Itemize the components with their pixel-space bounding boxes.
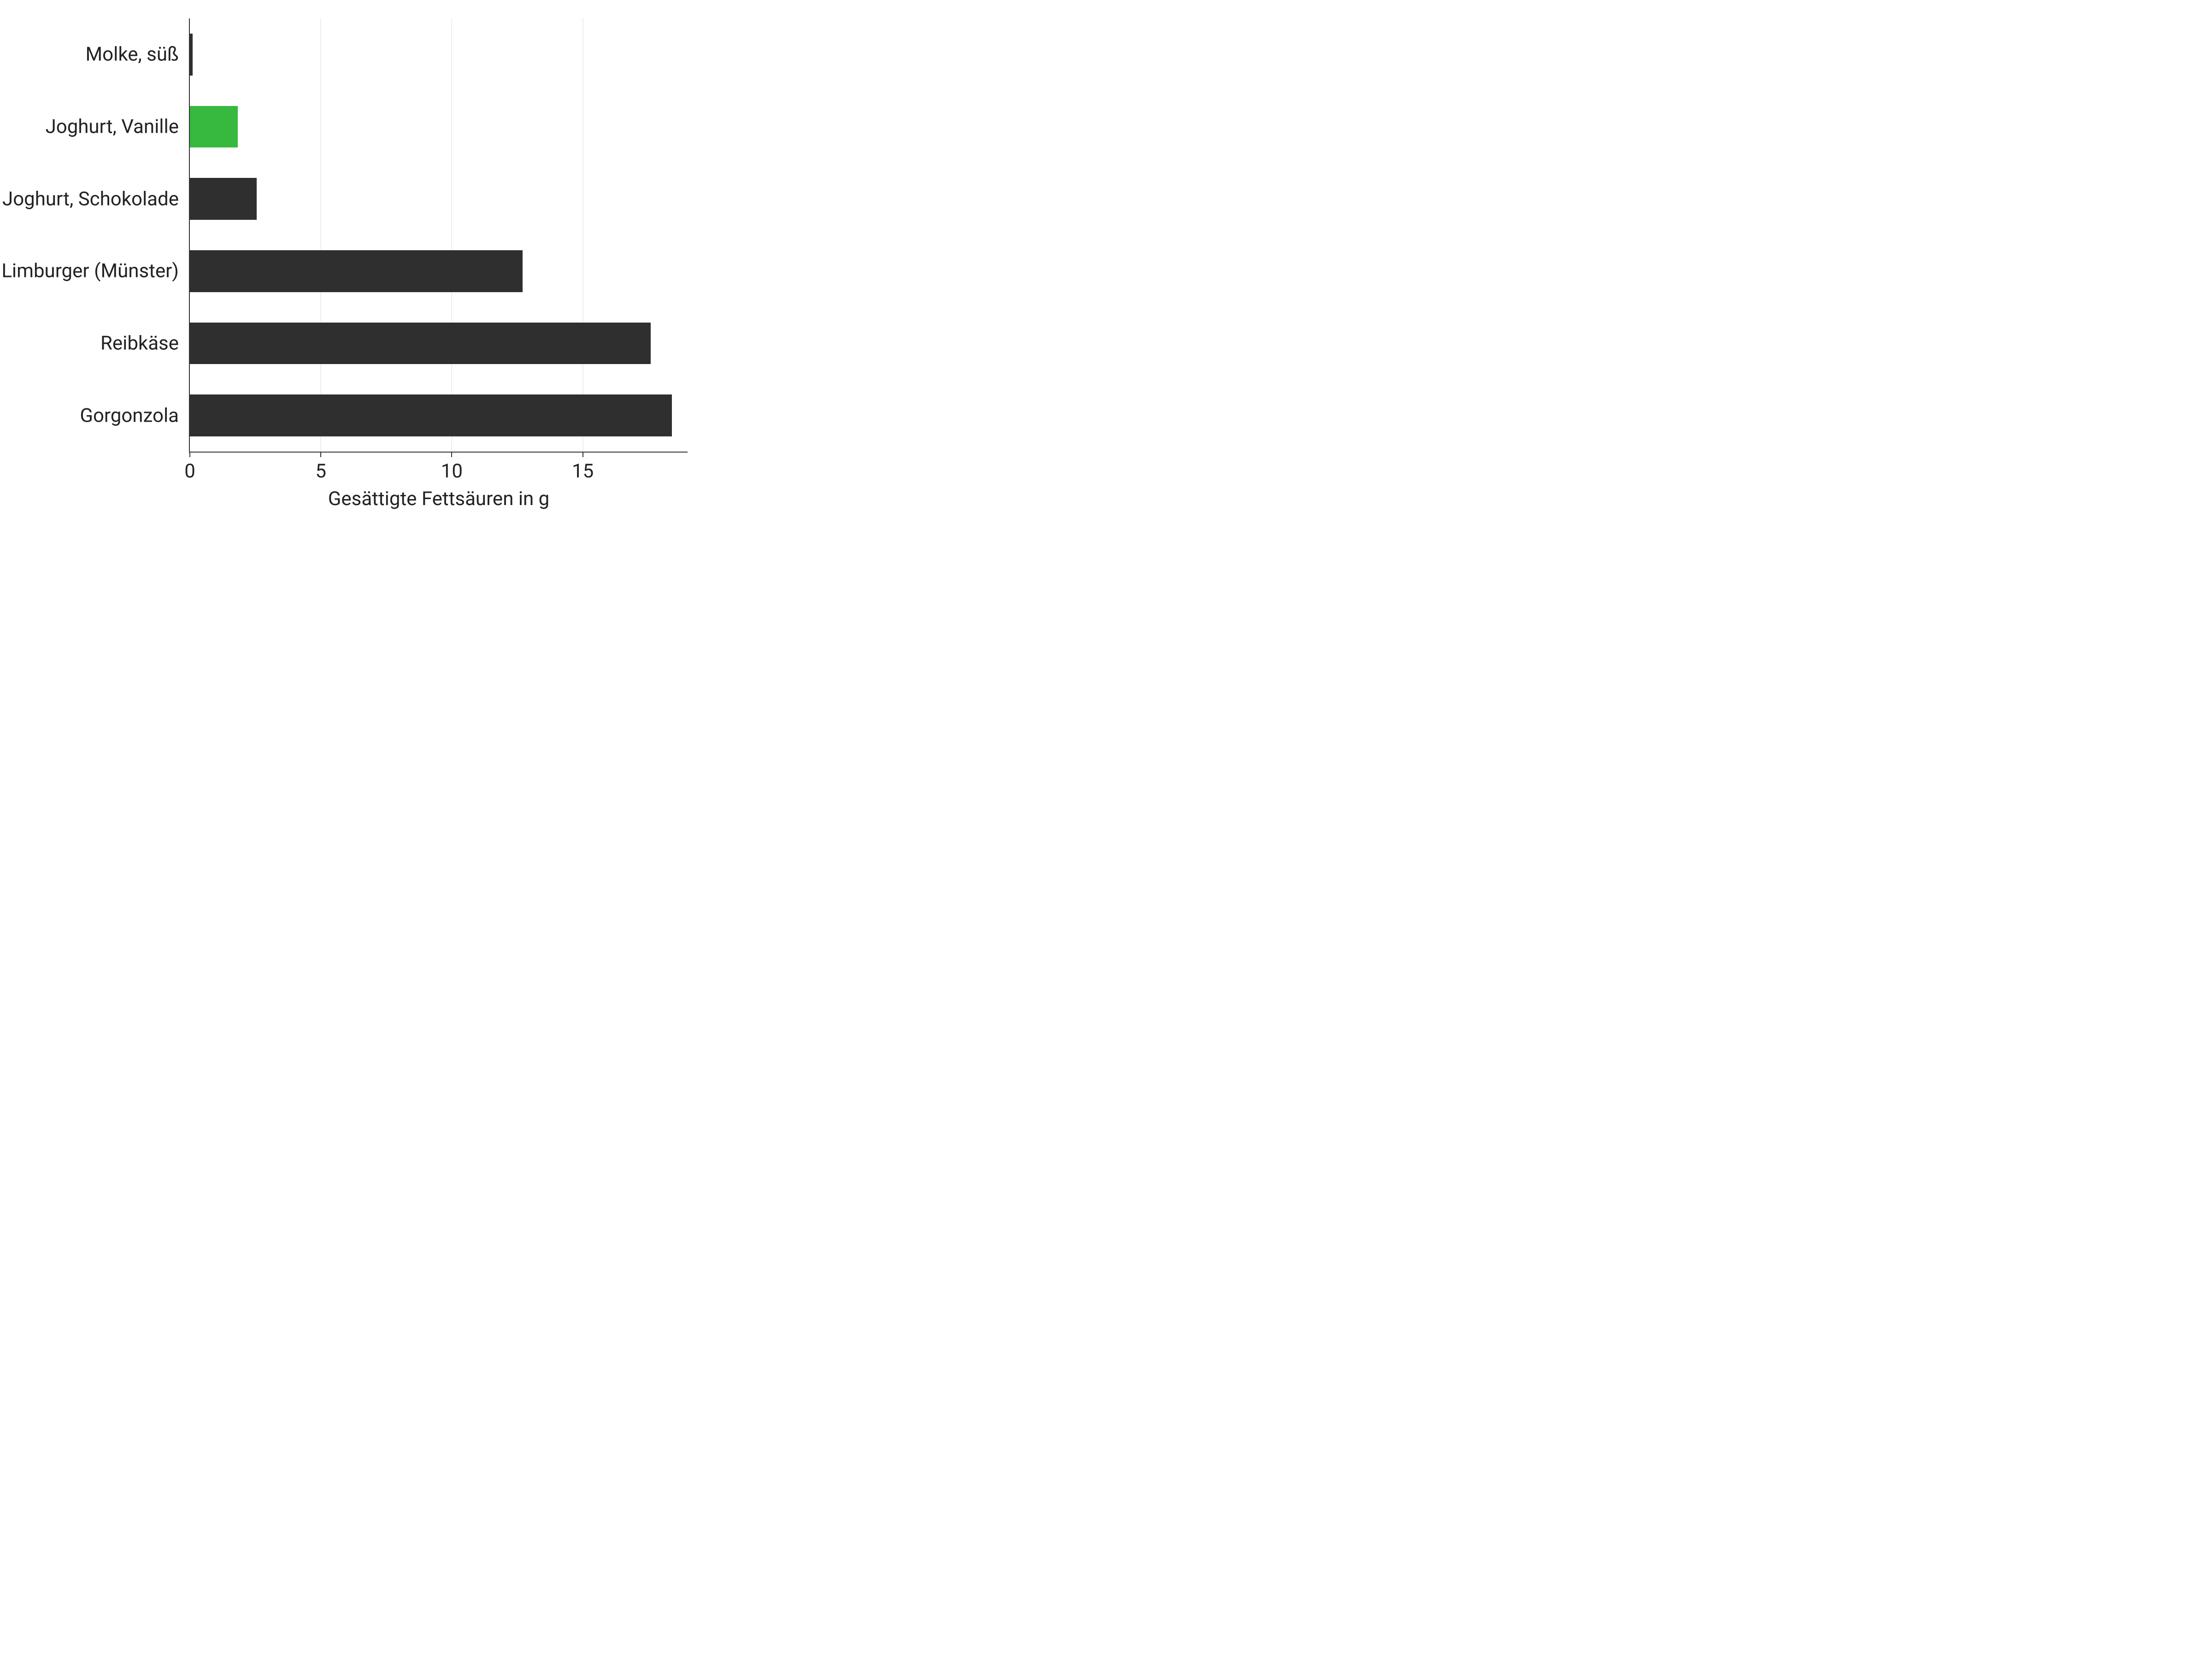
saturated-fat-bar-chart: Gesättigte Fettsäuren in g 0 5 10 15 Molke, … (0, 0, 708, 531)
y-category-label: Limburger (Münster) (1, 260, 190, 282)
y-category-label: Joghurt, Schokolade (2, 188, 190, 210)
bar (190, 250, 523, 292)
y-category-label: Joghurt, Vanille (46, 116, 190, 138)
y-category-label: Gorgonzola (80, 404, 190, 427)
bar (190, 178, 257, 220)
x-tick-label: 10 (441, 452, 463, 482)
gridline (320, 18, 321, 452)
plot-area: Gesättigte Fettsäuren in g 051015Molke, … (189, 18, 688, 453)
bar (190, 106, 238, 148)
bar (190, 34, 193, 76)
x-tick-label: 0 (184, 452, 195, 482)
bar (190, 394, 672, 436)
x-tick-label: 15 (572, 452, 594, 482)
gridline (451, 18, 452, 452)
gridline (582, 18, 583, 452)
y-category-label: Reibkäse (100, 332, 190, 355)
bar (190, 323, 651, 365)
y-category-label: Molke, süß (86, 43, 190, 66)
x-tick-label: 5 (315, 452, 326, 482)
x-axis-title: Gesättigte Fettsäuren in g (328, 488, 549, 510)
